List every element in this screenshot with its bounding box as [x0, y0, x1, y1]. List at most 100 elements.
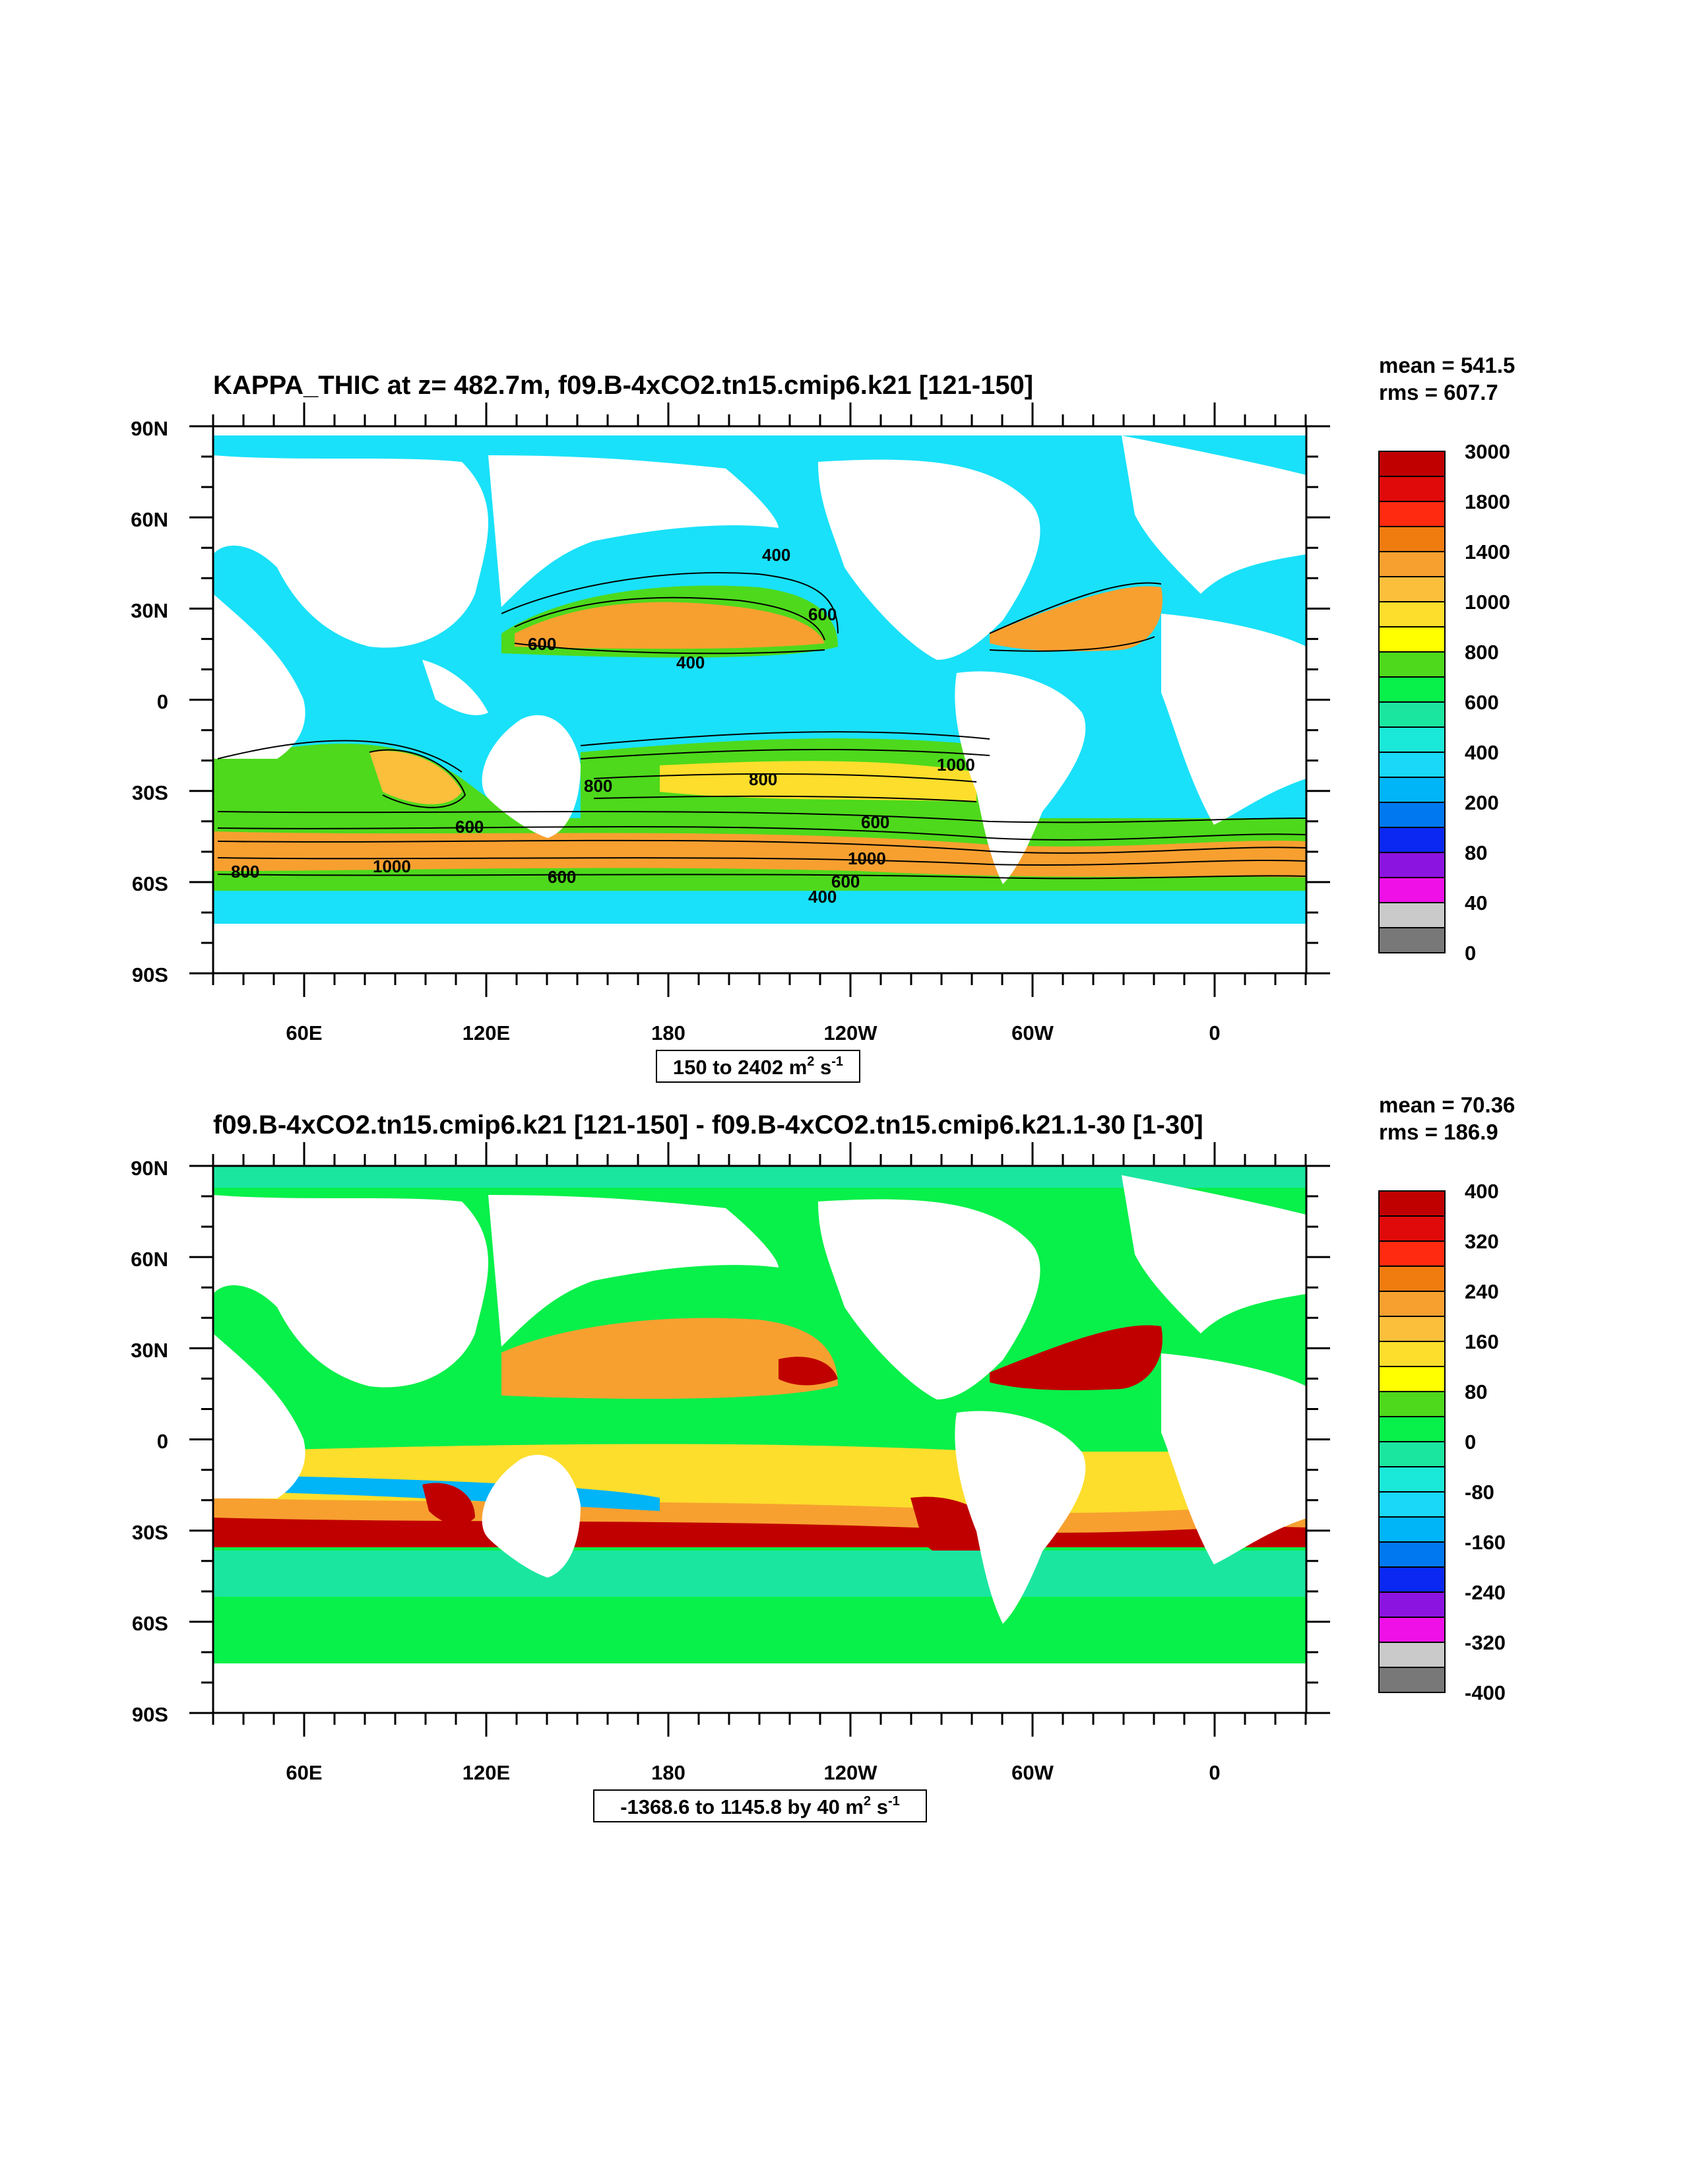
colorbar-label: 600 [1465, 691, 1499, 714]
colorbar-swatch [1378, 1416, 1446, 1442]
colorbar-label: 320 [1465, 1230, 1499, 1253]
colorbar-swatch [1378, 601, 1446, 627]
colorbar-label: 400 [1465, 1180, 1499, 1203]
lat-axis-labels: 90N 60N 30N 0 30S 60S 90S [131, 417, 168, 986]
colorbar-label: -400 [1465, 1681, 1506, 1704]
colorbar-label: 0 [1465, 1430, 1476, 1454]
range-sup: 2 [864, 1794, 871, 1809]
colorbar-label: 400 [1465, 741, 1499, 764]
land [213, 1175, 1306, 1713]
colorbar-swatch [1378, 852, 1446, 878]
colorbar-label: -320 [1465, 1631, 1506, 1654]
colorbar-swatch [1378, 1466, 1446, 1493]
lat-label: 60N [131, 508, 168, 531]
colorbar-label: 1400 [1465, 540, 1510, 563]
colorbar-label: 0 [1465, 942, 1476, 965]
lon-label: 60W [1011, 1021, 1054, 1044]
lat-label: 30N [131, 1339, 168, 1362]
lon-label: 180 [651, 1761, 685, 1784]
colorbar-swatch [1378, 701, 1446, 728]
field-band [660, 761, 976, 802]
lon-label: 120W [824, 1021, 878, 1044]
colorbar-swatch [1378, 1591, 1446, 1618]
colorbar-swatch [1378, 777, 1446, 803]
colorbar-label: -160 [1465, 1531, 1506, 1554]
colorbar-label: 200 [1465, 791, 1499, 814]
colorbar-swatch [1378, 1240, 1446, 1267]
colorbar-label: 1000 [1465, 591, 1510, 614]
colorbar-swatch [1378, 1617, 1446, 1643]
lon-axis-labels: 60E 120E 180 120W 60W 0 [286, 1021, 1220, 1044]
lat-label: 60S [132, 872, 168, 895]
colorbar-swatch [1378, 1341, 1446, 1367]
contour-label: 1000 [373, 856, 411, 876]
colorbar-swatch [1378, 1266, 1446, 1292]
colorbar-label: 1800 [1465, 490, 1510, 513]
lat-label: 30S [132, 781, 168, 804]
lat-label: 30S [132, 1521, 168, 1544]
lon-label: 60E [286, 1761, 322, 1784]
contour-label: 400 [676, 653, 705, 672]
lon-label: 180 [651, 1021, 685, 1044]
colorbar-swatch [1378, 902, 1446, 928]
lat-label: 60S [132, 1612, 168, 1635]
contour-label: 600 [455, 817, 484, 837]
panel-top: KAPPA_THIC at z= 482.7m, f09.B-4xCO2.tn1… [131, 353, 1515, 1083]
colorbar-label: 160 [1465, 1330, 1499, 1353]
stat-rms: rms = 186.9 [1379, 1120, 1498, 1144]
lon-label: 120E [462, 1761, 510, 1784]
lat-axis-labels: 90N 60N 30N 0 30S 60S 90S [131, 1157, 168, 1726]
range-text: -1368.6 to 1145.8 by 40 m [620, 1795, 864, 1818]
field-band [369, 751, 462, 804]
colorbar-swatch [1378, 1441, 1446, 1467]
colorbar-swatch [1378, 651, 1446, 678]
lat-label: 30N [131, 599, 168, 622]
colorbar-label: 80 [1465, 1380, 1487, 1403]
lat-label: 0 [157, 690, 168, 713]
stat-mean: mean = 70.36 [1379, 1093, 1515, 1117]
contour-label: 600 [831, 872, 860, 891]
colorbar-swatch [1378, 1215, 1446, 1242]
range-label-box: -1368.6 to 1145.8 by 40 m2 s-1 [593, 1789, 927, 1822]
colorbar-label: 800 [1465, 641, 1499, 664]
range-sup: -1 [831, 1054, 843, 1069]
colorbar-swatch [1378, 1667, 1446, 1693]
colorbar-swatch [1378, 1491, 1446, 1518]
colorbar-swatch [1378, 526, 1446, 552]
lon-label: 120E [462, 1021, 510, 1044]
lon-label: 0 [1209, 1761, 1220, 1784]
colorbar-swatch [1378, 726, 1446, 753]
axis-ticks [189, 1142, 1330, 1737]
colorbar-swatch [1378, 1566, 1446, 1593]
colorbar-label: 40 [1465, 891, 1487, 915]
contours [217, 572, 1306, 880]
colorbar-label: -80 [1465, 1481, 1494, 1504]
svg-text:150 to 2402 m2 s-1: 150 to 2402 m2 s-1 [673, 1054, 843, 1079]
lon-label: 120W [824, 1761, 878, 1784]
panel-bottom: f09.B-4xCO2.tn15.cmip6.k21 [121-150] - f… [131, 1093, 1515, 1822]
colorbar-swatch [1378, 1291, 1446, 1317]
colorbar-swatch [1378, 576, 1446, 602]
field-band [213, 1166, 1306, 1188]
range-mid: s [871, 1795, 888, 1818]
contour-label: 600 [861, 812, 889, 832]
panel-title: f09.B-4xCO2.tn15.cmip6.k21 [121-150] - f… [213, 1110, 1203, 1140]
colorbar-swatch [1378, 551, 1446, 577]
field-band [213, 831, 1306, 878]
range-label-box: 150 to 2402 m2 s-1 [656, 1050, 860, 1083]
colorbar-swatch [1378, 802, 1446, 828]
colorbar-swatch [1378, 927, 1446, 953]
lat-label: 90N [131, 1157, 168, 1180]
colorbar-swatch [1378, 1642, 1446, 1668]
colorbar-swatch [1378, 1316, 1446, 1342]
range-mid: s [814, 1056, 831, 1079]
lon-label: 60W [1011, 1761, 1054, 1784]
contour-label: 600 [548, 867, 576, 887]
field-band [515, 602, 825, 649]
contour-label: 1000 [848, 849, 886, 868]
colorbar-label: 240 [1465, 1280, 1499, 1303]
colorbar-label: 3000 [1465, 440, 1510, 463]
lat-label: 90N [131, 417, 168, 440]
colorbar-swatch [1378, 1391, 1446, 1417]
